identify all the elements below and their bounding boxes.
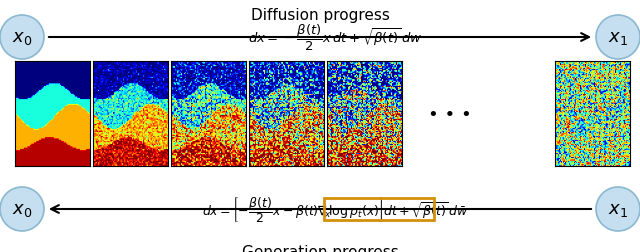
- Text: $dx = -\dfrac{\beta(t)}{2}x\,dt + \sqrt{\beta(t)}\,dw$: $dx = -\dfrac{\beta(t)}{2}x\,dt + \sqrt{…: [248, 23, 422, 53]
- FancyArrowPatch shape: [51, 205, 591, 213]
- Text: Diffusion progress: Diffusion progress: [251, 8, 389, 23]
- FancyArrowPatch shape: [49, 34, 589, 42]
- Text: $x_1$: $x_1$: [608, 200, 628, 218]
- Text: $x_0$: $x_0$: [12, 200, 32, 218]
- Text: $x_0$: $x_0$: [12, 29, 32, 47]
- Text: Generation progress: Generation progress: [242, 244, 398, 252]
- Circle shape: [0, 187, 44, 231]
- Text: $x_1$: $x_1$: [608, 29, 628, 47]
- Circle shape: [596, 187, 640, 231]
- Text: • • •: • • •: [428, 105, 472, 123]
- Circle shape: [596, 16, 640, 60]
- Text: $dx = \left[-\dfrac{\beta(t)}{2}x - \beta(t)\nabla_{\!x}\!\log p_t(x)\right]dt +: $dx = \left[-\dfrac{\beta(t)}{2}x - \bet…: [202, 194, 468, 224]
- Circle shape: [0, 16, 44, 60]
